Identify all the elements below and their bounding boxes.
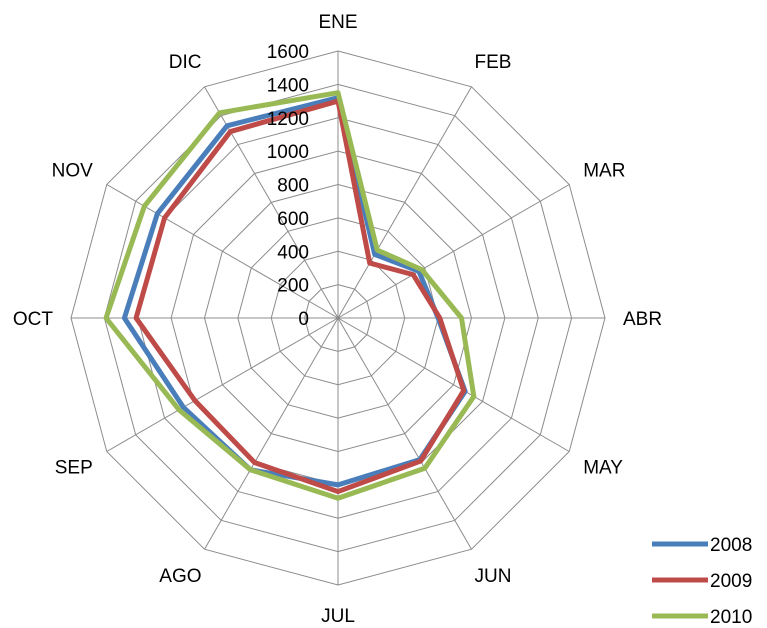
category-label-oct: OCT: [13, 309, 54, 330]
tick-label-1200: 1200: [267, 109, 309, 130]
legend-label-2010: 2010: [710, 607, 752, 628]
tick-label-0: 0: [298, 309, 309, 330]
spoke-feb: [337, 86, 472, 319]
series-line-2010: [103, 90, 477, 501]
radial-tick-labels: 0 200 400 600 800 1000 1200 1400 1600: [267, 42, 309, 330]
tick-label-600: 600: [277, 209, 309, 230]
category-label-jun: JUN: [475, 566, 512, 587]
category-label-feb: FEB: [475, 52, 512, 73]
category-label-may: MAY: [583, 458, 623, 479]
category-label-ene: ENE: [318, 12, 357, 33]
category-label-abr: ABR: [623, 309, 662, 330]
radar-series: [103, 90, 477, 501]
category-label-jul: JUL: [321, 606, 355, 627]
tick-label-1000: 1000: [267, 142, 309, 163]
legend-label-2009: 2009: [710, 571, 752, 592]
category-label-dic: DIC: [169, 52, 202, 73]
tick-label-400: 400: [277, 242, 309, 263]
spoke-mar: [337, 184, 570, 319]
tick-label-800: 800: [277, 176, 309, 197]
category-label-sep: SEP: [55, 458, 93, 479]
spoke-sep: [106, 317, 339, 452]
category-label-mar: MAR: [583, 161, 625, 182]
category-labels: ENE FEB MAR ABR MAY JUN JUL AGO SEP OCT NOV DIC: [13, 12, 662, 627]
spoke-may: [337, 317, 570, 452]
tick-label-200: 200: [277, 276, 309, 297]
spoke-ago: [204, 317, 339, 550]
radar-grid: [70, 50, 606, 586]
series-line-2009: [133, 98, 467, 495]
tick-label-1400: 1400: [267, 75, 309, 96]
legend-label-2008: 2008: [710, 535, 752, 556]
legend: 2008 2009 2010: [652, 535, 752, 628]
category-label-ago: AGO: [159, 566, 201, 587]
series-line-2008: [121, 95, 468, 488]
spoke-jun: [337, 317, 472, 550]
tick-label-1600: 1600: [267, 42, 309, 63]
category-label-nov: NOV: [52, 161, 94, 182]
